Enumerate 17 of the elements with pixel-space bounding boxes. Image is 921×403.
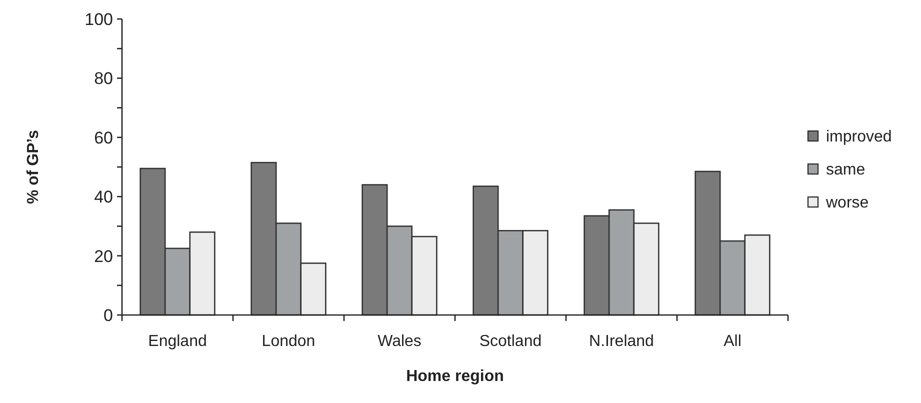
y-tick-label: 60 (94, 128, 113, 148)
x-tick-label: All (724, 333, 742, 350)
x-tick-label: England (148, 333, 207, 350)
x-axis-title: Home region (406, 368, 504, 385)
y-axis-title: % of GP’s (25, 130, 42, 204)
x-tick-label: London (262, 333, 316, 350)
x-tick-label: N.Ireland (589, 333, 654, 350)
legend-label: worse (825, 194, 869, 212)
legend-label: improved (826, 128, 892, 146)
y-tick-label: 100 (84, 10, 113, 29)
x-tick-label: Scotland (479, 333, 542, 350)
legend-label: same (826, 162, 866, 179)
x-tick-label: Wales (378, 333, 422, 350)
y-tick-label: 40 (94, 188, 113, 207)
y-tick-label: 0 (104, 306, 113, 325)
y-tick-label: 80 (94, 69, 113, 88)
y-tick-label: 20 (94, 246, 113, 266)
